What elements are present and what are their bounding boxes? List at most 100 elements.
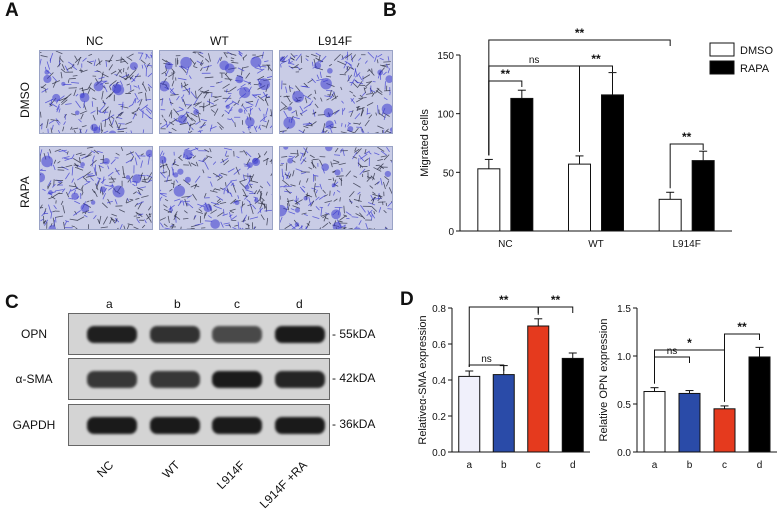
blot-label-gapdh: GAPDH	[4, 418, 64, 432]
stain-cluster	[52, 94, 60, 102]
y-tick-label: 150	[437, 51, 454, 62]
bar	[714, 409, 735, 452]
blot-band	[150, 417, 200, 434]
stain-cluster	[48, 190, 53, 195]
blot-band	[150, 371, 200, 388]
micrograph-wt-rapa	[159, 146, 273, 230]
cell-streak	[55, 229, 58, 230]
cell-streak	[272, 56, 273, 62]
micrograph-l914f-dmso	[279, 50, 393, 134]
stain-cluster	[177, 169, 183, 175]
cell-streak	[334, 155, 340, 156]
cell-streak	[224, 190, 225, 194]
micrograph-l914f-rapa	[279, 146, 393, 230]
stain-cluster	[103, 158, 110, 165]
blot-band	[87, 371, 137, 388]
stain-cluster	[327, 68, 333, 74]
stain-cluster	[71, 193, 78, 200]
stain-cluster	[325, 121, 333, 129]
stain-cluster	[287, 158, 293, 164]
cell-streak	[353, 229, 359, 230]
stain-cluster	[245, 185, 250, 190]
cell-streak	[145, 133, 150, 134]
bar	[679, 393, 700, 452]
stain-cluster	[236, 75, 244, 83]
stain-cluster	[219, 60, 229, 70]
stain-cluster	[91, 200, 95, 204]
stain-cluster	[94, 81, 104, 91]
stain-cluster	[193, 109, 199, 115]
stain-cluster	[180, 57, 192, 69]
legend-swatch	[710, 61, 734, 74]
stain-cluster	[314, 62, 321, 69]
cell-streak	[282, 169, 283, 177]
kda-opn-value: 55kDA	[339, 327, 375, 341]
stain-cluster	[288, 106, 293, 111]
x-tick-label: NC	[498, 239, 512, 250]
stain-cluster	[280, 57, 285, 62]
bar	[478, 169, 500, 231]
bar	[569, 164, 591, 231]
stain-cluster	[239, 87, 250, 98]
y-tick-label: 1.0	[617, 352, 631, 363]
stain-cluster	[126, 175, 130, 179]
stain-cluster	[113, 186, 125, 198]
blot-band	[275, 417, 325, 434]
micrograph-wt-dmso	[159, 50, 273, 134]
stain-cluster	[295, 208, 300, 213]
x-tick-label: b	[501, 460, 507, 471]
lane-label-d: d	[296, 297, 303, 311]
stain-cluster	[385, 171, 391, 177]
cell-streak	[145, 99, 151, 100]
cell-streak	[122, 177, 126, 178]
stain-cluster	[178, 115, 187, 124]
group-label-l914f-ra: L914F +RA	[257, 458, 310, 511]
y-tick-label: 1.5	[617, 304, 631, 315]
stain-cluster	[377, 70, 383, 76]
significance-bracket	[469, 365, 504, 371]
bar	[602, 95, 624, 231]
x-tick-label: a	[466, 460, 472, 471]
blot-band	[87, 326, 137, 343]
y-tick-label: 0.0	[617, 448, 631, 459]
cell-streak	[177, 58, 178, 64]
panel-label-b: B	[383, 0, 397, 22]
stain-cluster	[247, 162, 253, 168]
stain-cluster	[238, 108, 243, 113]
bar	[459, 376, 480, 452]
legend-swatch	[710, 43, 734, 56]
stain-cluster	[252, 158, 260, 166]
stain-cluster	[210, 219, 220, 229]
stain-cluster	[331, 209, 341, 219]
significance-bracket	[655, 357, 690, 384]
cell-streak	[55, 217, 56, 222]
x-tick-label: WT	[588, 239, 604, 250]
stain-cluster	[43, 75, 51, 83]
y-tick-label: 0.8	[432, 304, 446, 315]
blot-band	[275, 371, 325, 388]
bar	[511, 98, 533, 231]
blot-band	[212, 371, 262, 388]
stain-cluster	[324, 108, 333, 117]
significance-label: **	[575, 26, 585, 40]
stain-cluster	[113, 84, 124, 95]
significance-label: **	[551, 293, 561, 307]
cell-streak	[360, 165, 361, 168]
x-tick-label: d	[570, 460, 576, 471]
stain-cluster	[75, 110, 80, 115]
stain-cluster	[174, 185, 185, 196]
stain-cluster	[100, 186, 106, 192]
bar	[644, 392, 665, 452]
y-axis-label: Relativeα-SMA expression	[417, 315, 429, 444]
blot-label-alpha-sma: α-SMA	[4, 372, 64, 386]
x-tick-label: b	[687, 460, 693, 471]
blot-band	[212, 326, 262, 343]
cell-streak	[65, 133, 67, 134]
stain-cluster	[90, 124, 97, 131]
blot-opn	[68, 313, 330, 355]
cell-streak	[68, 79, 69, 82]
stain-cluster	[283, 117, 295, 129]
stain-cluster	[292, 91, 304, 103]
cell-streak	[313, 159, 319, 160]
y-tick-label: 0.5	[617, 400, 631, 411]
